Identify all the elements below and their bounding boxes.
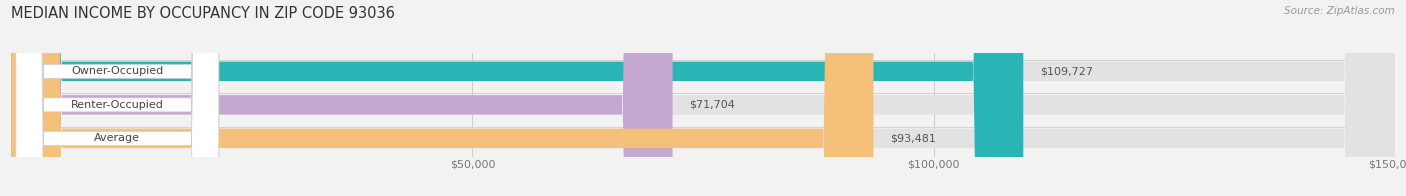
FancyBboxPatch shape xyxy=(15,0,219,196)
Text: $93,481: $93,481 xyxy=(890,133,936,143)
FancyBboxPatch shape xyxy=(15,0,219,196)
Text: $71,704: $71,704 xyxy=(689,100,735,110)
FancyBboxPatch shape xyxy=(11,0,1395,196)
FancyBboxPatch shape xyxy=(11,0,1395,196)
FancyBboxPatch shape xyxy=(11,0,1395,196)
FancyBboxPatch shape xyxy=(11,0,672,196)
FancyBboxPatch shape xyxy=(11,0,1024,196)
Text: Source: ZipAtlas.com: Source: ZipAtlas.com xyxy=(1284,6,1395,16)
FancyBboxPatch shape xyxy=(11,0,873,196)
Text: Owner-Occupied: Owner-Occupied xyxy=(72,66,163,76)
Text: MEDIAN INCOME BY OCCUPANCY IN ZIP CODE 93036: MEDIAN INCOME BY OCCUPANCY IN ZIP CODE 9… xyxy=(11,6,395,21)
Text: Renter-Occupied: Renter-Occupied xyxy=(70,100,163,110)
Text: Average: Average xyxy=(94,133,141,143)
FancyBboxPatch shape xyxy=(15,0,219,196)
Text: $109,727: $109,727 xyxy=(1040,66,1092,76)
